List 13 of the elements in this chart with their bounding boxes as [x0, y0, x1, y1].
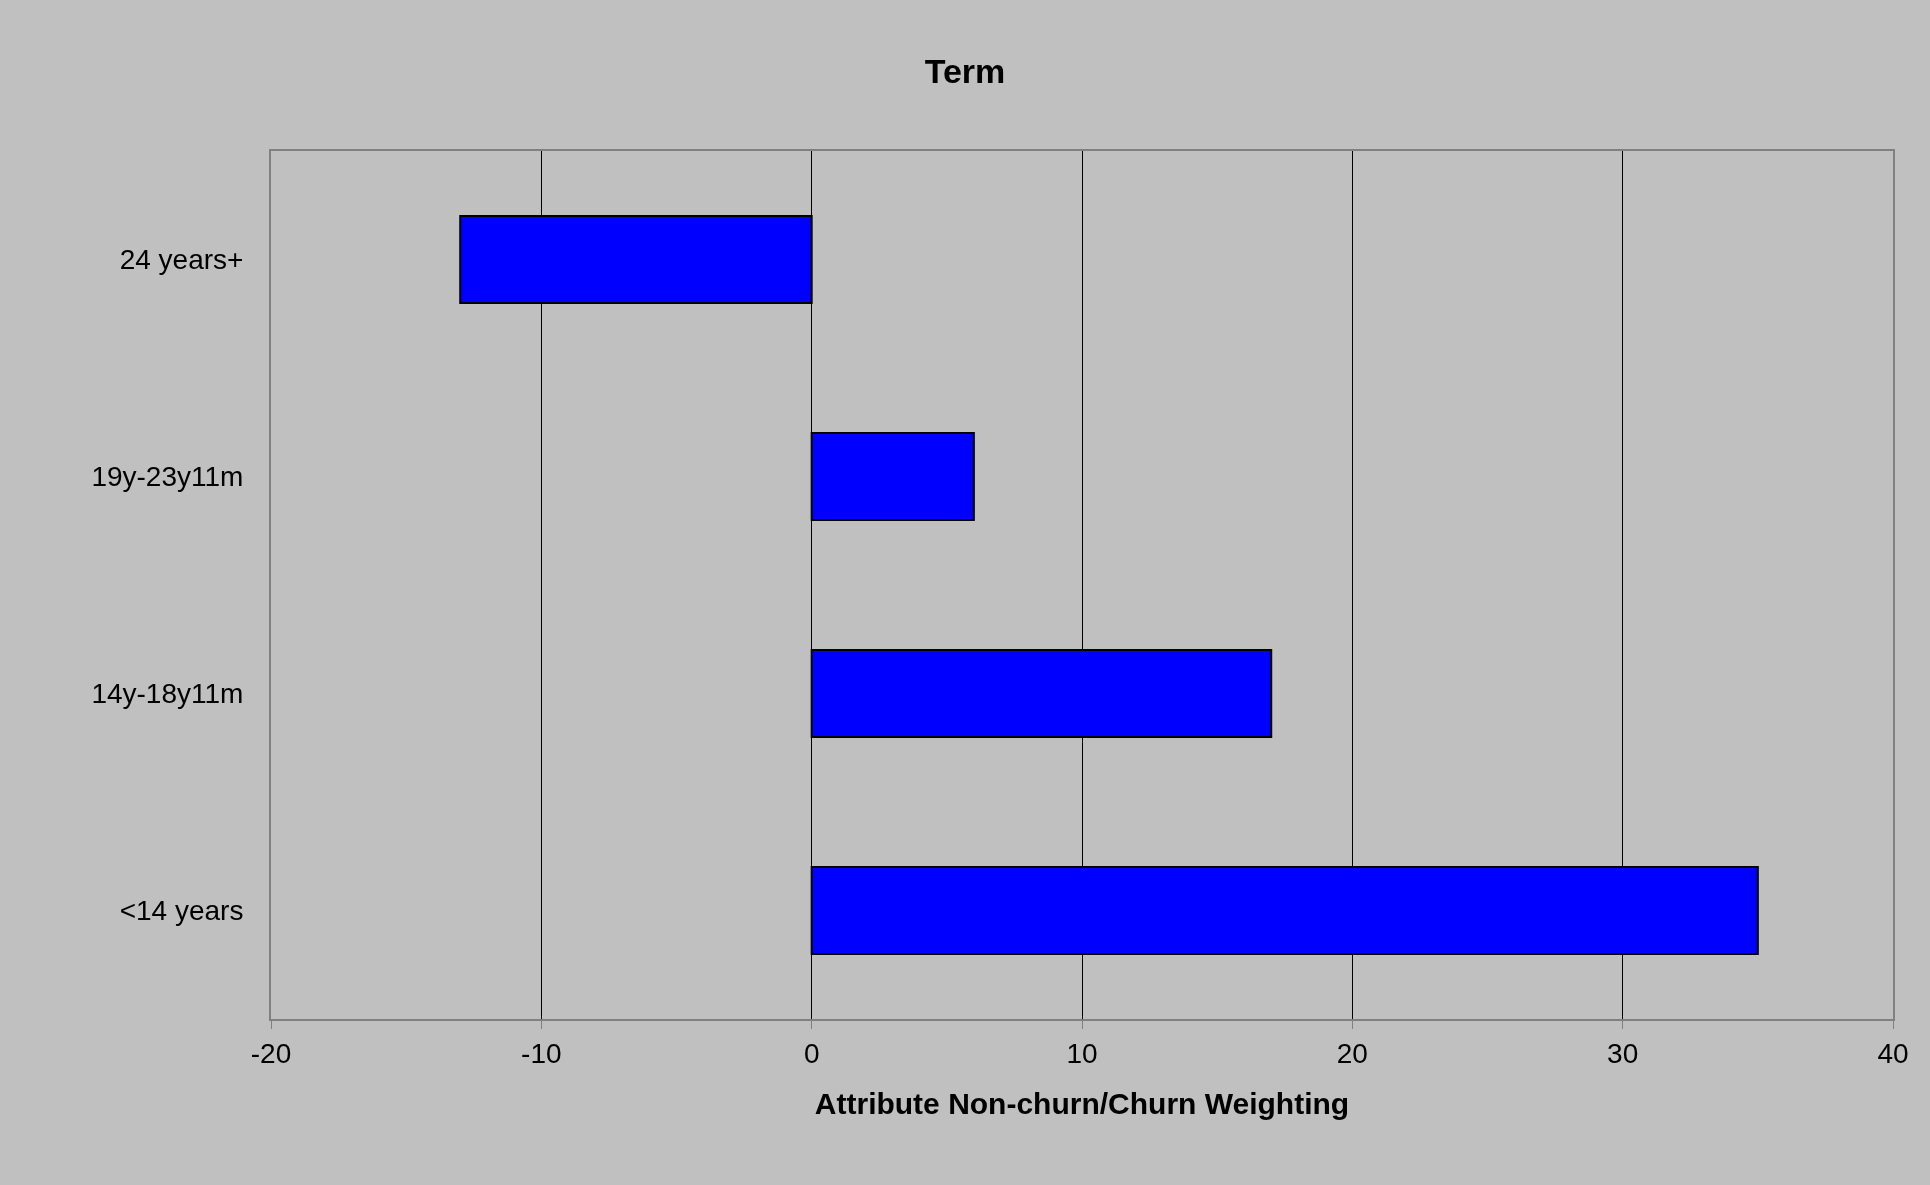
x-tick-label: -20: [250, 1037, 292, 1069]
y-tick-label: 19y-23y11m: [91, 461, 244, 493]
x-tick-label: -10: [521, 1037, 562, 1069]
y-tick-label: 14y-18y11m: [91, 678, 244, 710]
x-axis-title: Attribute Non-churn/Churn Weighting: [814, 1086, 1350, 1120]
y-tick-label: 24 years+: [119, 244, 244, 276]
x-tick-label: 10: [1066, 1037, 1098, 1069]
x-tick-label: 20: [1336, 1037, 1368, 1069]
x-tick-label: 0: [803, 1037, 820, 1069]
chart-title: Term: [924, 51, 1006, 90]
x-tick-label: 40: [1877, 1037, 1909, 1069]
y-tick-label: <14 years: [119, 895, 244, 927]
x-tick-label: 30: [1607, 1037, 1639, 1069]
